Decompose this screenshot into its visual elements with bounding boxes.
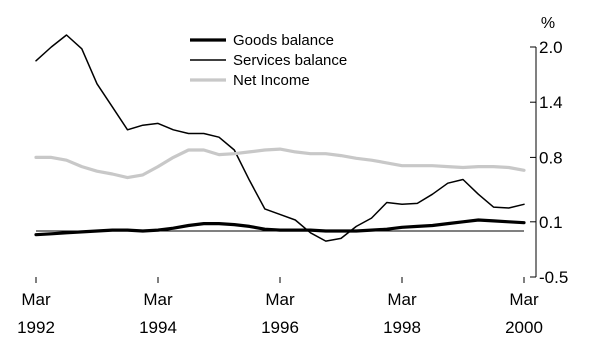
x-tick-month-label: Mar [21,290,51,309]
series-line-services-balance [35,34,525,242]
x-tick-year-label: 1994 [139,318,177,337]
x-tick-year-label: 2000 [505,318,543,337]
x-tick-year-label: 1998 [383,318,421,337]
series-line-goods-balance [34,218,526,237]
y-tick-label: 0.1 [539,213,563,232]
y-tick-label: 2.0 [539,38,563,57]
y-tick-label: 0.8 [539,148,563,167]
legend-label-goods-balance: Goods balance [233,32,334,49]
y-tick-label: -0.5 [539,268,568,287]
y-tick-label: 1.4 [539,93,563,112]
y-axis-unit-label: % [541,15,555,32]
legend-label-services-balance: Services balance [233,52,347,69]
series-line-net-income [34,147,526,180]
x-tick-month-label: Mar [387,290,417,309]
x-tick-month-label: Mar [265,290,295,309]
legend-label-net-income: Net Income [233,72,310,89]
series-layer [34,34,526,242]
x-tick-year-label: 1992 [17,318,55,337]
x-tick-year-label: 1996 [261,318,299,337]
x-tick-month-label: Mar [509,290,539,309]
axes-layer: 2.01.40.80.1-0.5Mar1992Mar1994Mar1996Mar… [17,38,568,337]
legend: Goods balance Services balance Net Income [190,32,347,89]
x-tick-month-label: Mar [143,290,173,309]
